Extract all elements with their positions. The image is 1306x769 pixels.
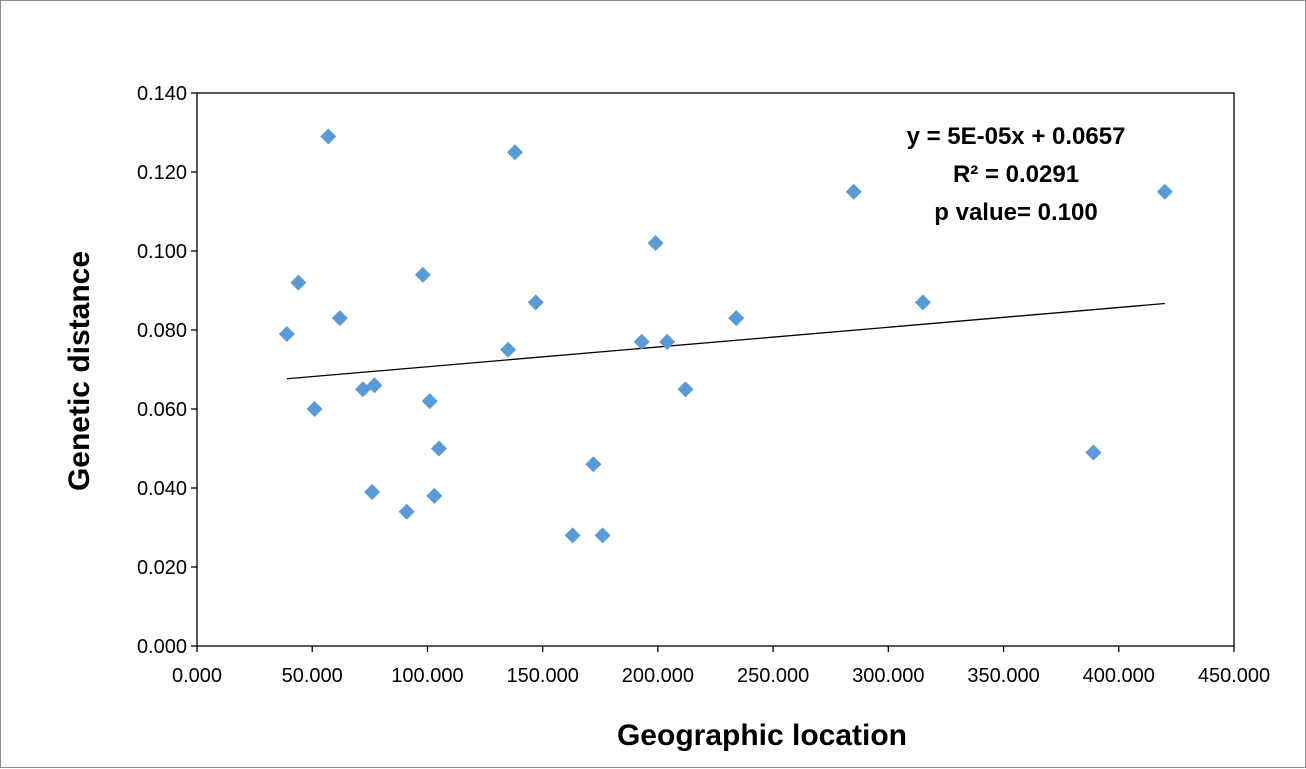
data-point xyxy=(421,393,438,410)
data-point xyxy=(914,294,931,311)
data-point xyxy=(306,401,323,417)
x-tick-label: 300.000 xyxy=(852,665,924,687)
data-point xyxy=(647,235,664,252)
r-squared-label: R² = 0.0291 xyxy=(953,161,1079,188)
x-tick-label: 400.000 xyxy=(1083,665,1155,687)
data-point xyxy=(290,274,307,291)
plot-area-border xyxy=(196,92,1235,647)
x-tick-label: 0.000 xyxy=(172,665,222,687)
data-point xyxy=(331,310,348,327)
data-point xyxy=(426,487,443,504)
x-tick-label: 100.000 xyxy=(391,665,463,687)
y-axis-title: Genetic distance xyxy=(63,251,96,491)
data-point xyxy=(585,456,602,473)
y-tick-label: 0.000 xyxy=(137,636,187,658)
data-point xyxy=(1085,444,1102,461)
data-points xyxy=(278,128,1173,544)
x-tick-label: 250.000 xyxy=(737,665,809,687)
data-point xyxy=(364,483,381,500)
data-point xyxy=(500,341,517,358)
data-point xyxy=(527,294,544,311)
data-point xyxy=(414,266,431,283)
x-tick-label: 450.000 xyxy=(1198,665,1270,687)
trendline xyxy=(286,302,1165,380)
data-point xyxy=(564,527,581,544)
data-point xyxy=(677,381,694,398)
y-tick-label: 0.060 xyxy=(137,399,187,421)
y-tick-label: 0.080 xyxy=(137,320,187,342)
y-tick-label: 0.140 xyxy=(137,83,187,105)
x-tick-label: 350.000 xyxy=(967,665,1039,687)
data-point xyxy=(398,503,415,520)
data-point xyxy=(594,527,611,544)
y-tick-label: 0.120 xyxy=(137,162,187,184)
regression-equation: y = 5E-05x + 0.0657 xyxy=(907,123,1126,150)
data-point xyxy=(507,144,524,161)
x-axis-title: Geographic location xyxy=(617,719,907,752)
data-point xyxy=(728,310,745,327)
data-point xyxy=(366,377,383,394)
data-point xyxy=(1156,183,1173,200)
y-tick-label: 0.040 xyxy=(137,478,187,500)
x-tick-label: 150.000 xyxy=(507,665,579,687)
x-tick-label: 200.000 xyxy=(622,665,694,687)
data-point xyxy=(659,333,676,350)
x-tick-label: 50.000 xyxy=(282,665,343,687)
data-point xyxy=(320,128,337,145)
data-point xyxy=(845,183,862,200)
data-point xyxy=(430,440,447,457)
y-tick-label: 0.100 xyxy=(137,241,187,263)
y-axis-ticks: 0.000 0.020 0.040 0.060 0.080 0.100 0.120 0.140 xyxy=(137,83,197,658)
data-point xyxy=(633,333,650,350)
p-value-label: p value= 0.100 xyxy=(934,199,1097,226)
x-axis-ticks: 0.000 50.000 100.000 150.000 200.000 250.000 3… xyxy=(172,646,1270,687)
y-tick-label: 0.020 xyxy=(137,557,187,579)
data-point xyxy=(278,325,295,342)
